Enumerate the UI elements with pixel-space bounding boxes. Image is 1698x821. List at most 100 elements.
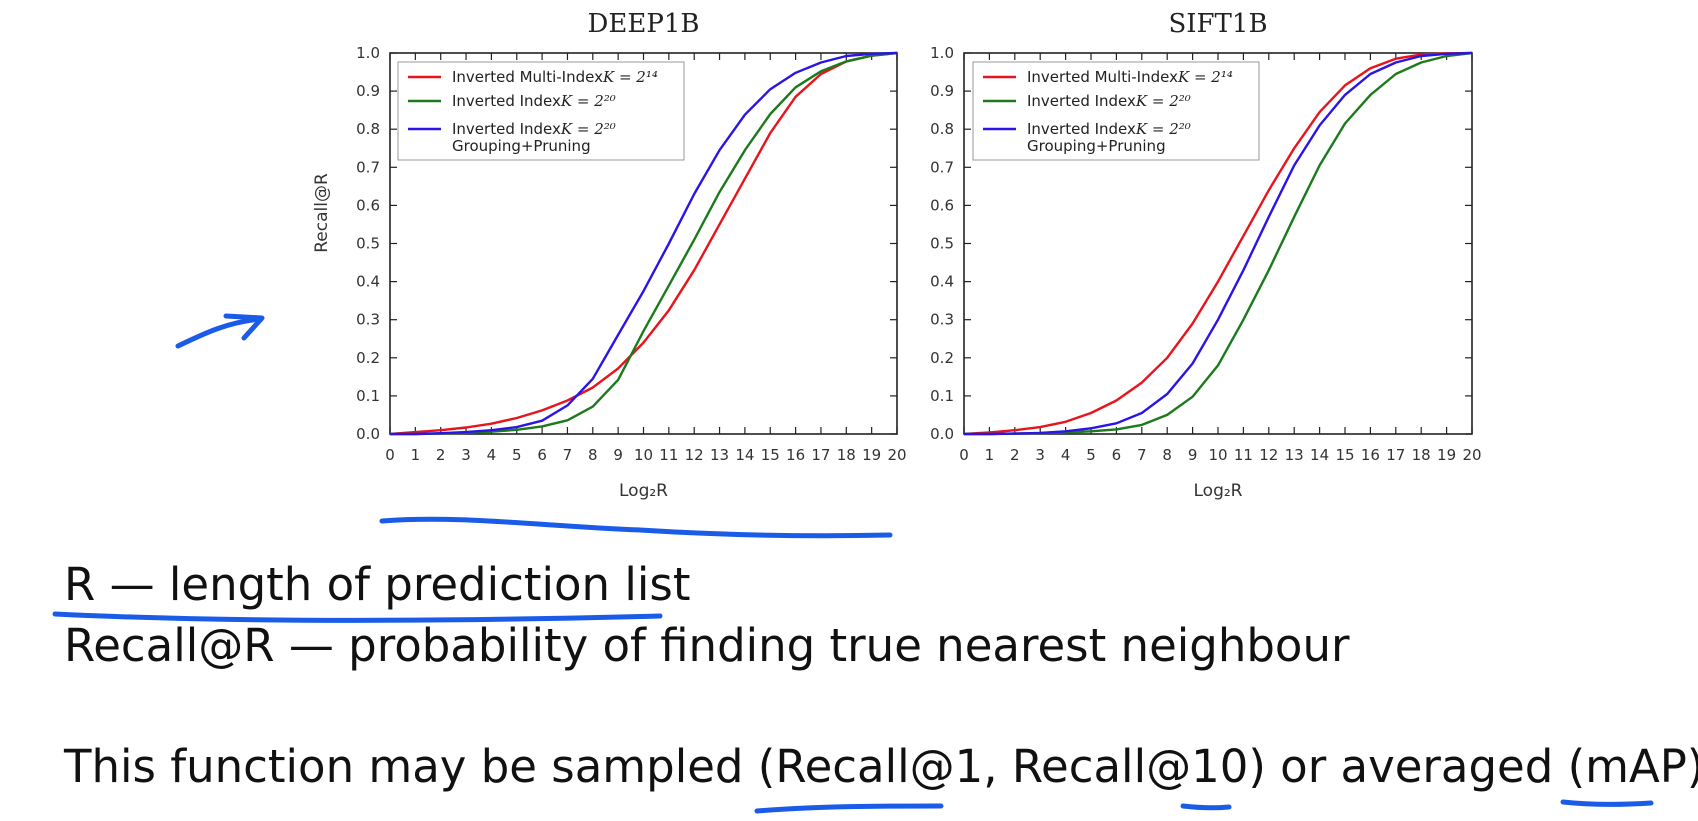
x-tick-label: 11 [659, 446, 678, 464]
x-tick-label: 18 [1412, 446, 1431, 464]
legend-series-name: Inverted Index [1027, 120, 1136, 138]
legend-entry: Inverted Multi-IndexK = 2¹⁴ [1027, 68, 1233, 86]
legend-series-math: K = 2²⁰ [560, 120, 616, 138]
x-tick-label: 0 [959, 446, 969, 464]
chart-title: DEEP1B [588, 9, 700, 39]
chart-sift1b: 0 1 2 3 4 5 6 7 8 9 10 11 12 13 14 15 16 17 18 19 200.00.10.… [930, 9, 1481, 501]
annotation-underline-axis [379, 516, 893, 539]
annotation-underline-line1 [52, 611, 663, 623]
x-tick-label: 9 [613, 446, 623, 464]
y-axis-label: Recall@R [312, 173, 332, 253]
x-tick-label: 14 [735, 446, 754, 464]
x-tick-label: 3 [461, 446, 471, 464]
y-tick-label: 1.0 [356, 44, 380, 62]
y-tick-label: 0.1 [356, 387, 380, 405]
x-tick-label: 16 [1361, 446, 1380, 464]
annotation-arrow-head [223, 313, 265, 341]
legend: Inverted Multi-IndexK = 2¹⁴ Inverted Inde… [397, 61, 685, 161]
series-line-blue [390, 51, 898, 436]
x-tick-label: 11 [1234, 446, 1253, 464]
x-tick-label: 6 [537, 446, 547, 464]
x-tick-label: 17 [1386, 446, 1405, 464]
x-tick-label: 19 [862, 446, 881, 464]
legend-series-name: Inverted Index [1027, 92, 1136, 110]
y-tick-label: 0.3 [930, 311, 954, 329]
y-tick-label: 0.2 [356, 349, 380, 367]
x-tick-label: 5 [1086, 446, 1096, 464]
x-tick-label: 3 [1035, 446, 1045, 464]
x-tick-label: 8 [1162, 446, 1172, 464]
y-tick-label: 0.1 [930, 387, 954, 405]
x-tick-label: 20 [1462, 446, 1481, 464]
legend-box [972, 61, 1260, 161]
x-tick-label: 14 [1310, 446, 1329, 464]
x-tick-label: 8 [588, 446, 598, 464]
x-tick-label: 1 [985, 446, 995, 464]
y-tick-label: 0.4 [356, 273, 380, 291]
y-tick-label: 0.5 [930, 235, 954, 253]
y-tick-label: 0.0 [356, 425, 380, 443]
legend-series-subname: Grouping+Pruning [452, 137, 591, 155]
legend-box [397, 61, 685, 161]
definition-recall-at-r: Recall@R — probability of finding true n… [64, 619, 1350, 672]
x-tick-label: 10 [634, 446, 653, 464]
x-tick-label: 13 [1285, 446, 1304, 464]
legend-series-name: Inverted Multi-Index [452, 68, 603, 86]
y-tick-label: 0.5 [356, 235, 380, 253]
series-line-red [963, 51, 1473, 436]
chart-title: SIFT1B [1168, 9, 1267, 39]
x-tick-label: 10 [1208, 446, 1227, 464]
chart-deep1b: 0 1 2 3 4 5 6 7 8 9 10 11 12 13 14 15 16 17 18 19 200.00.10.… [312, 9, 907, 501]
annotation-underline-recall1 [754, 803, 944, 814]
y-tick-label: 0.8 [356, 120, 380, 138]
legend-series-name: Inverted Multi-Index [1027, 68, 1178, 86]
x-axis-label: Log₂R [619, 481, 668, 501]
x-tick-label: 16 [786, 446, 805, 464]
y-tick-label: 0.3 [356, 311, 380, 329]
legend: Inverted Multi-IndexK = 2¹⁴ Inverted Inde… [972, 61, 1260, 161]
x-tick-label: 1 [411, 446, 421, 464]
x-axis-label: Log₂R [1194, 481, 1243, 501]
annotation-underline-map [1560, 799, 1654, 807]
y-tick-label: 0.8 [930, 120, 954, 138]
legend-series-math: K = 2²⁰ [1135, 120, 1191, 138]
y-tick-label: 0.9 [356, 82, 380, 100]
x-tick-label: 2 [1010, 446, 1020, 464]
x-tick-label: 7 [1137, 446, 1147, 464]
x-tick-label: 7 [563, 446, 573, 464]
legend-entry: Inverted Multi-IndexK = 2¹⁴ [452, 68, 658, 86]
annotation-underline-recall10 [1180, 803, 1232, 811]
y-tick-label: 0.2 [930, 349, 954, 367]
legend-series-math: K = 2¹⁴ [1177, 68, 1233, 86]
x-tick-label: 18 [837, 446, 856, 464]
y-tick-label: 0.4 [930, 273, 954, 291]
annotation-arrow-stroke [175, 316, 264, 349]
x-tick-label: 12 [1259, 446, 1278, 464]
series-line-blue [964, 51, 1473, 436]
y-tick-label: 0.7 [930, 158, 954, 176]
x-tick-label: 13 [710, 446, 729, 464]
y-tick-label: 0.6 [356, 196, 380, 214]
legend-series-name: Inverted Index [452, 92, 561, 110]
legend-entry: Inverted IndexK = 2²⁰ [1027, 120, 1191, 138]
x-tick-label: 5 [512, 446, 522, 464]
x-tick-label: 0 [385, 446, 395, 464]
y-tick-label: 0.7 [356, 158, 380, 176]
legend-series-math: K = 2²⁰ [560, 92, 616, 110]
legend-entry: Inverted IndexK = 2²⁰ [452, 120, 616, 138]
x-tick-label: 17 [811, 446, 830, 464]
definition-r: R — length of prediction list [64, 558, 691, 611]
legend-series-math: K = 2¹⁴ [602, 68, 658, 86]
sampling-note: This function may be sampled (Recall@1, … [64, 740, 1698, 793]
x-tick-label: 4 [487, 446, 497, 464]
x-tick-label: 6 [1112, 446, 1122, 464]
y-tick-label: 0.6 [930, 196, 954, 214]
legend-series-math: K = 2²⁰ [1135, 92, 1191, 110]
y-tick-label: 0.0 [930, 425, 954, 443]
x-tick-label: 12 [685, 446, 704, 464]
x-tick-label: 19 [1437, 446, 1456, 464]
legend-series-subname: Grouping+Pruning [1027, 137, 1166, 155]
legend-entry: Inverted IndexK = 2²⁰ [1027, 92, 1191, 110]
x-tick-label: 2 [436, 446, 446, 464]
